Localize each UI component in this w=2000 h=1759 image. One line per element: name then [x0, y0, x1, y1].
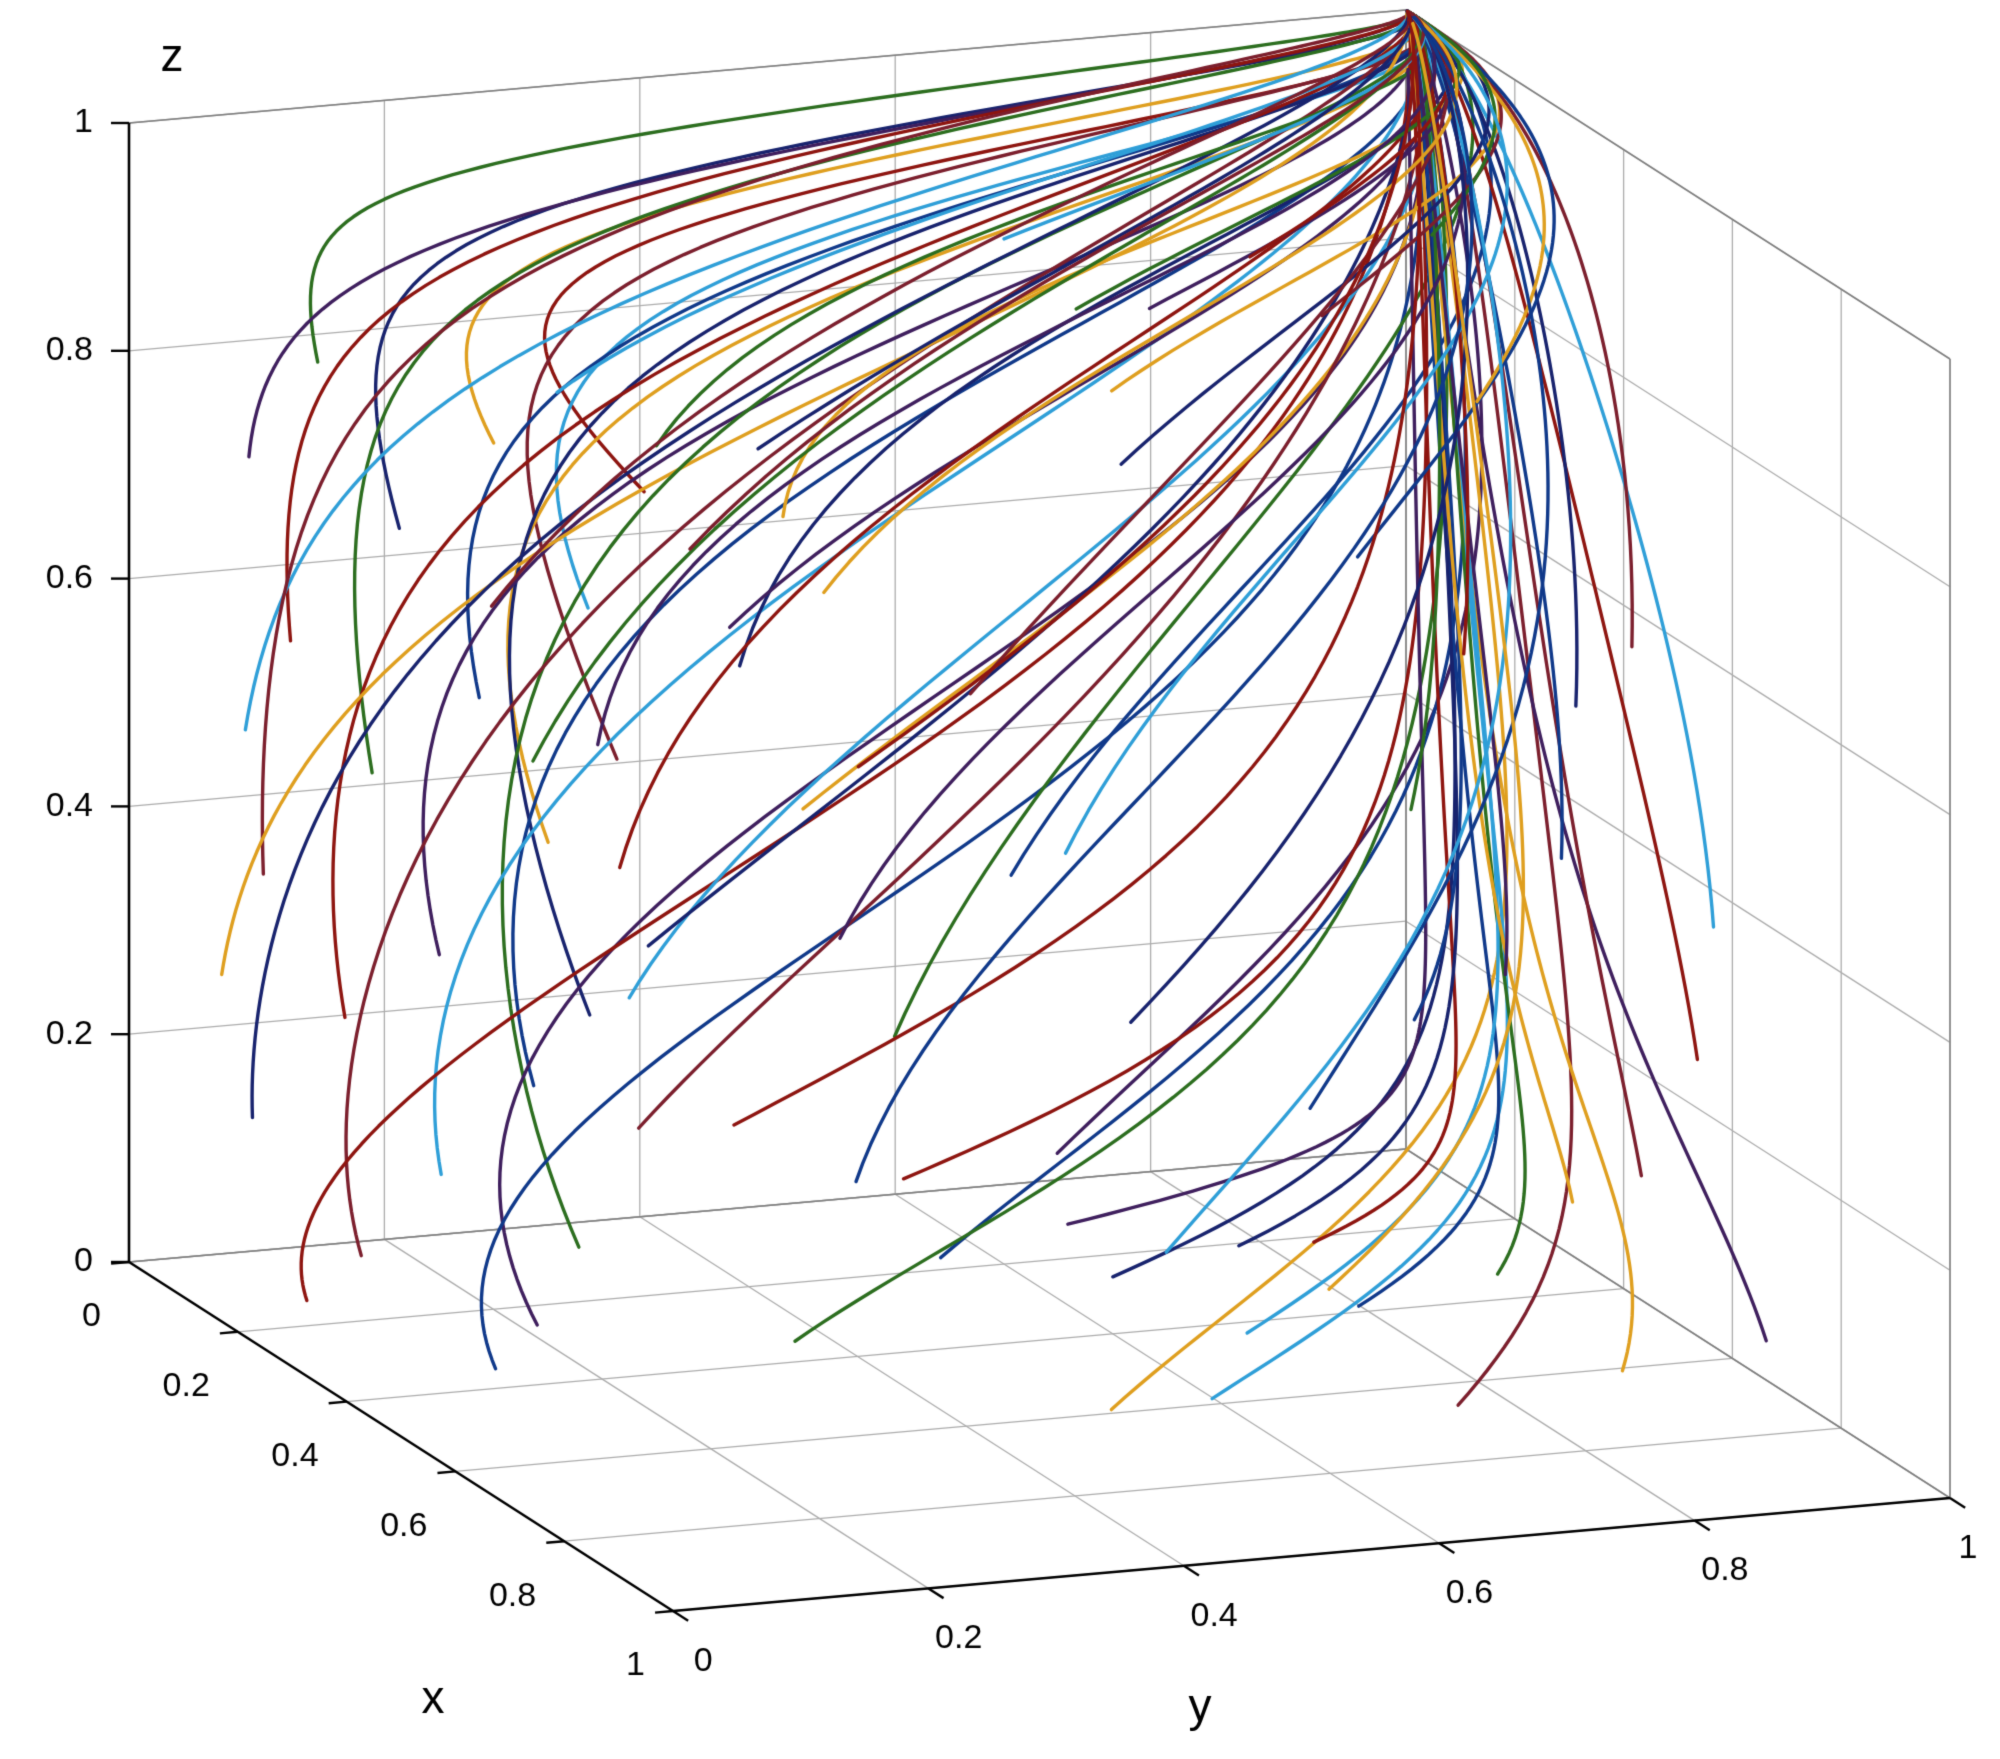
3d-trajectory-figure: [0, 0, 2000, 1759]
trajectory-plot-canvas: [0, 0, 2000, 1759]
